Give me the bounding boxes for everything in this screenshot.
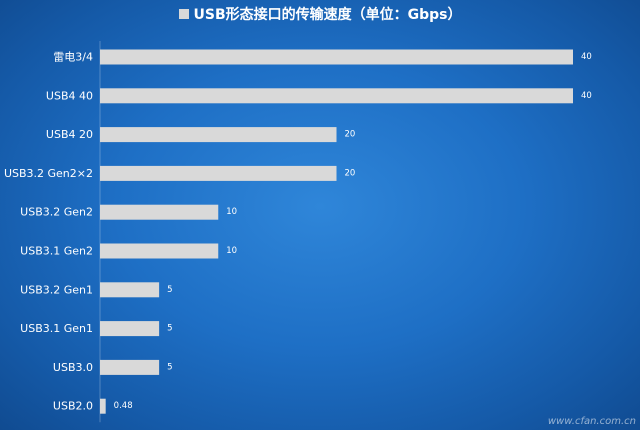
bar (100, 88, 573, 104)
bar (100, 282, 160, 298)
category-label: USB3.2 Gen2×2 (4, 167, 93, 180)
category-label: USB3.1 Gen1 (20, 322, 93, 335)
data-label: 5 (167, 324, 172, 334)
watermark: www.cfan.com.cn (547, 416, 636, 427)
category-label: USB2.0 (53, 400, 93, 413)
data-label: 20 (345, 130, 356, 140)
data-label: 5 (167, 362, 172, 372)
bar (100, 204, 219, 220)
chart-title-block: USB形态接口的传输速度（单位：Gbps） (0, 5, 640, 25)
bar (100, 127, 337, 143)
category-label: USB4 20 (46, 128, 93, 141)
category-label: USB3.2 Gen1 (20, 283, 93, 296)
bar (100, 321, 160, 337)
bar (100, 243, 219, 259)
category-label: 雷电3/4 (53, 51, 93, 64)
data-label: 40 (581, 52, 592, 62)
bar (100, 49, 573, 65)
category-label: USB3.1 Gen2 (20, 245, 93, 258)
data-label: 10 (226, 246, 237, 256)
category-label: USB3.2 Gen2 (20, 206, 93, 219)
data-label: 40 (581, 91, 592, 101)
data-label: 10 (226, 207, 237, 217)
data-label: 0.48 (114, 401, 133, 411)
data-label: 20 (345, 168, 356, 178)
category-label: USB4 40 (46, 89, 93, 102)
title-swatch (178, 9, 189, 19)
category-label: USB3.0 (53, 361, 93, 374)
chart-title: USB形态接口的传输速度（单位：Gbps） (193, 7, 462, 23)
bar (100, 398, 106, 414)
bar (100, 359, 160, 375)
data-label: 5 (167, 285, 172, 295)
bar (100, 165, 337, 181)
